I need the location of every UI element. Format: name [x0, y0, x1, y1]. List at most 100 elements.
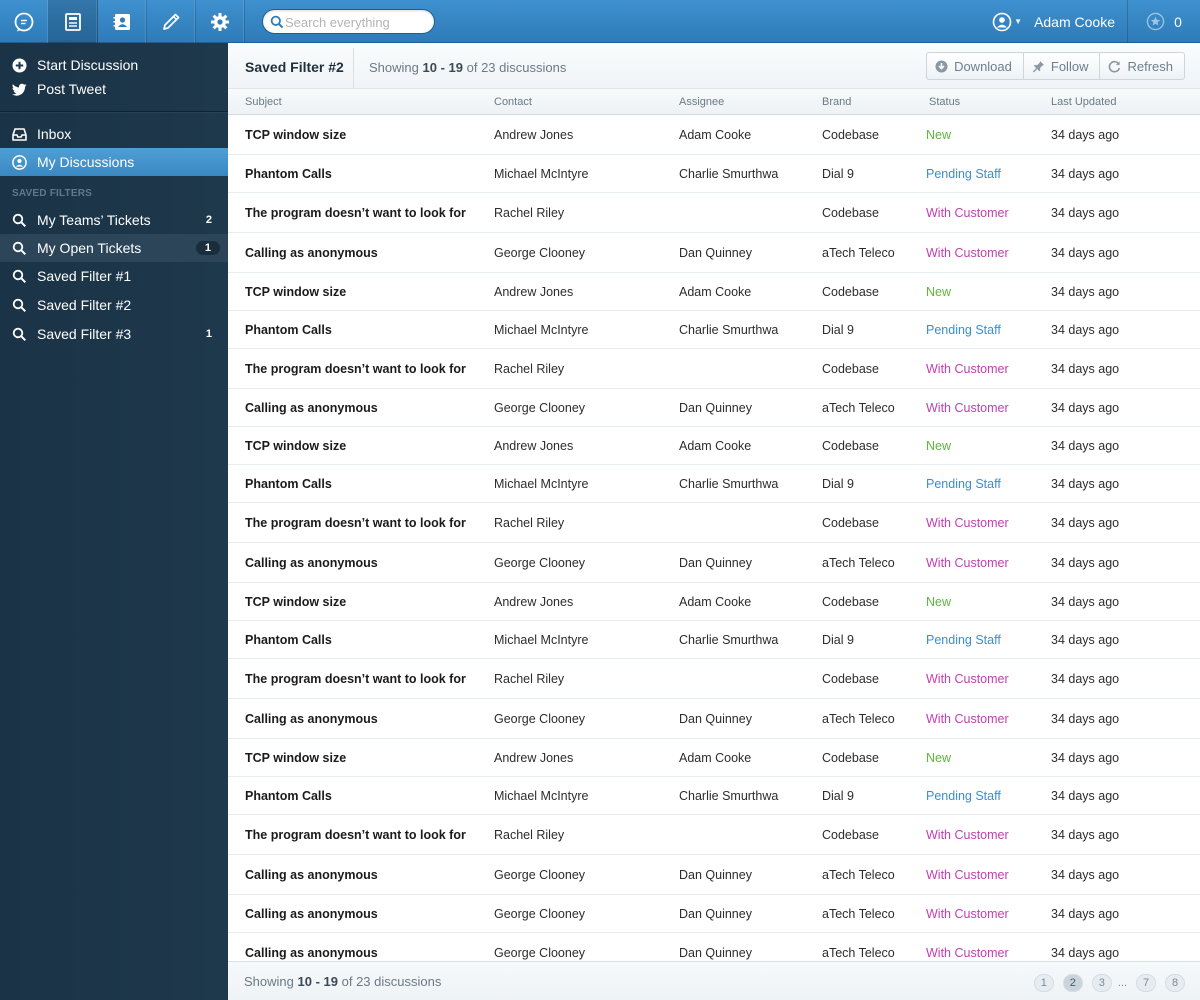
- status-cell: With Customer: [926, 555, 1009, 570]
- column-header-last-updated[interactable]: Last Updated: [1051, 96, 1117, 108]
- assignee-cell: Adam Cooke: [679, 284, 752, 299]
- sidebar-item-saved-filter-1[interactable]: Saved Filter #1: [0, 262, 228, 290]
- table-row[interactable]: TCP window size Andrew Jones Adam Cooke Cod…: [228, 273, 1200, 311]
- table-row[interactable]: The program doesn’t want to look for Rach…: [228, 193, 1200, 233]
- follow-label: Follow: [1050, 58, 1089, 74]
- status-cell: With Customer: [926, 205, 1009, 220]
- table-row[interactable]: TCP window size Andrew Jones Adam Cooke Cod…: [228, 427, 1200, 465]
- page-button-1[interactable]: 1: [1033, 974, 1054, 992]
- column-header-contact[interactable]: Contact: [494, 96, 532, 108]
- page-button-3[interactable]: 3: [1091, 974, 1112, 992]
- pagination-ellipsis: ...: [1117, 977, 1127, 989]
- search-input[interactable]: [285, 13, 430, 31]
- document-icon: [65, 12, 81, 31]
- assignee-cell: Dan Quinney: [679, 867, 752, 882]
- table-row[interactable]: Calling as anonymous George Clooney Dan Qu…: [228, 543, 1200, 583]
- table-row[interactable]: The program doesn’t want to look for Rach…: [228, 349, 1200, 389]
- nav-contacts[interactable]: [98, 0, 147, 43]
- sidebar-item-saved-filter-3[interactable]: Saved Filter #3 1: [0, 320, 228, 348]
- download-button[interactable]: Download: [927, 53, 1024, 79]
- sidebar-item-my-teams-tickets[interactable]: My Teams’ Tickets 2: [0, 206, 228, 234]
- start-discussion-button[interactable]: Start Discussion: [12, 55, 138, 75]
- table-row[interactable]: The program doesn’t want to look for Rach…: [228, 659, 1200, 699]
- nav-compose[interactable]: [147, 0, 196, 43]
- brand-cell: Codebase: [822, 127, 879, 142]
- sidebar-item-my-open-tickets[interactable]: My Open Tickets 1: [0, 234, 228, 262]
- nav-documents[interactable]: [49, 0, 98, 43]
- contact-cell: Andrew Jones: [494, 750, 574, 765]
- subject-cell: The program doesn’t want to look for: [245, 361, 466, 376]
- table-row[interactable]: TCP window size Andrew Jones Adam Cooke Cod…: [228, 583, 1200, 621]
- subject-cell: Phantom Calls: [245, 322, 332, 337]
- contact-cell: Michael McIntyre: [494, 632, 589, 647]
- brand-cell: Codebase: [822, 671, 879, 686]
- nav-settings[interactable]: [196, 0, 245, 43]
- showing-prefix: Showing: [244, 974, 294, 989]
- follow-button[interactable]: Follow: [1024, 53, 1101, 79]
- status-cell: With Customer: [926, 945, 1009, 960]
- status-cell: With Customer: [926, 245, 1009, 260]
- search-icon: [12, 213, 27, 227]
- table-row[interactable]: TCP window size Andrew Jones Adam Cooke Cod…: [228, 739, 1200, 777]
- starred-counter[interactable]: 0: [1128, 0, 1200, 43]
- contact-cell: Andrew Jones: [494, 284, 574, 299]
- column-header-assignee[interactable]: Assignee: [679, 96, 725, 108]
- subject-cell: TCP window size: [245, 284, 347, 299]
- page-button-2[interactable]: 2: [1062, 974, 1083, 992]
- page-button-8[interactable]: 8: [1165, 974, 1185, 992]
- user-circle-icon: [12, 154, 27, 170]
- subject-cell: Phantom Calls: [245, 632, 332, 647]
- brand-cell: Dial 9: [822, 632, 854, 647]
- showing-range: 10 - 19: [297, 974, 338, 989]
- subject-cell: TCP window size: [245, 438, 347, 453]
- nav-discussions[interactable]: [0, 0, 49, 43]
- sidebar-item-inbox[interactable]: Inbox: [0, 120, 228, 148]
- table-row[interactable]: Calling as anonymous George Clooney Dan Qu…: [228, 699, 1200, 739]
- table-row[interactable]: TCP window size Andrew Jones Adam Cooke Cod…: [228, 115, 1200, 155]
- status-cell: New: [926, 127, 952, 142]
- status-cell: Pending Staff: [926, 632, 1001, 647]
- brand-cell: aTech Teleco: [822, 867, 895, 882]
- status-cell: New: [926, 594, 952, 609]
- table-row[interactable]: Calling as anonymous George Clooney Dan Qu…: [228, 933, 1200, 961]
- sidebar-item-my-discussions[interactable]: My Discussions: [0, 148, 228, 176]
- table-row[interactable]: The program doesn’t want to look for Rach…: [228, 503, 1200, 543]
- table-row[interactable]: Calling as anonymous George Clooney Dan Qu…: [228, 233, 1200, 273]
- table-row[interactable]: Calling as anonymous George Clooney Dan Qu…: [228, 389, 1200, 427]
- contact-cell: George Clooney: [494, 400, 586, 415]
- table-row[interactable]: Calling as anonymous George Clooney Dan Qu…: [228, 895, 1200, 933]
- table-row[interactable]: The program doesn’t want to look for Rach…: [228, 815, 1200, 855]
- pagination: 1 2 3 ... 7 8: [1025, 974, 1185, 992]
- table-row[interactable]: Phantom Calls Michael McIntyre Charlie Smu…: [228, 777, 1200, 815]
- column-header-status[interactable]: Status: [929, 96, 961, 108]
- contact-cell: George Clooney: [494, 906, 586, 921]
- column-header-brand[interactable]: Brand: [822, 96, 852, 108]
- brand-cell: aTech Teleco: [822, 555, 895, 570]
- last-updated-cell: 34 days ago: [1051, 166, 1120, 181]
- refresh-button[interactable]: Refresh: [1100, 53, 1184, 79]
- subject-cell: Calling as anonymous: [245, 867, 378, 882]
- table-row[interactable]: Phantom Calls Michael McIntyre Charlie Smu…: [228, 465, 1200, 503]
- sidebar-item-saved-filter-2[interactable]: Saved Filter #2: [0, 291, 228, 319]
- page-button-7[interactable]: 7: [1136, 974, 1156, 992]
- column-header-subject[interactable]: Subject: [245, 96, 282, 108]
- last-updated-cell: 34 days ago: [1051, 906, 1120, 921]
- assignee-cell: Dan Quinney: [679, 555, 752, 570]
- refresh-icon: [1109, 60, 1121, 72]
- contact-cell: Rachel Riley: [494, 205, 565, 220]
- contact-cell: Rachel Riley: [494, 671, 565, 686]
- table-row[interactable]: Phantom Calls Michael McIntyre Charlie Smu…: [228, 621, 1200, 659]
- saved-filters-heading: SAVED FILTERS: [12, 188, 93, 199]
- post-tweet-button[interactable]: Post Tweet: [12, 79, 106, 99]
- user-menu[interactable]: ▼ Adam Cooke: [992, 0, 1128, 43]
- subject-cell: The program doesn’t want to look for: [245, 827, 466, 842]
- table-row[interactable]: Phantom Calls Michael McIntyre Charlie Smu…: [228, 155, 1200, 193]
- search-box[interactable]: [262, 9, 435, 34]
- table-header: Subject Contact Assignee Brand Status La…: [228, 89, 1200, 115]
- brand-cell: Dial 9: [822, 166, 854, 181]
- table-row[interactable]: Phantom Calls Michael McIntyre Charlie Smu…: [228, 311, 1200, 349]
- subject-cell: Calling as anonymous: [245, 400, 378, 415]
- assignee-cell: Charlie Smurthwa: [679, 322, 779, 337]
- status-cell: Pending Staff: [926, 322, 1001, 337]
- table-row[interactable]: Calling as anonymous George Clooney Dan Qu…: [228, 855, 1200, 895]
